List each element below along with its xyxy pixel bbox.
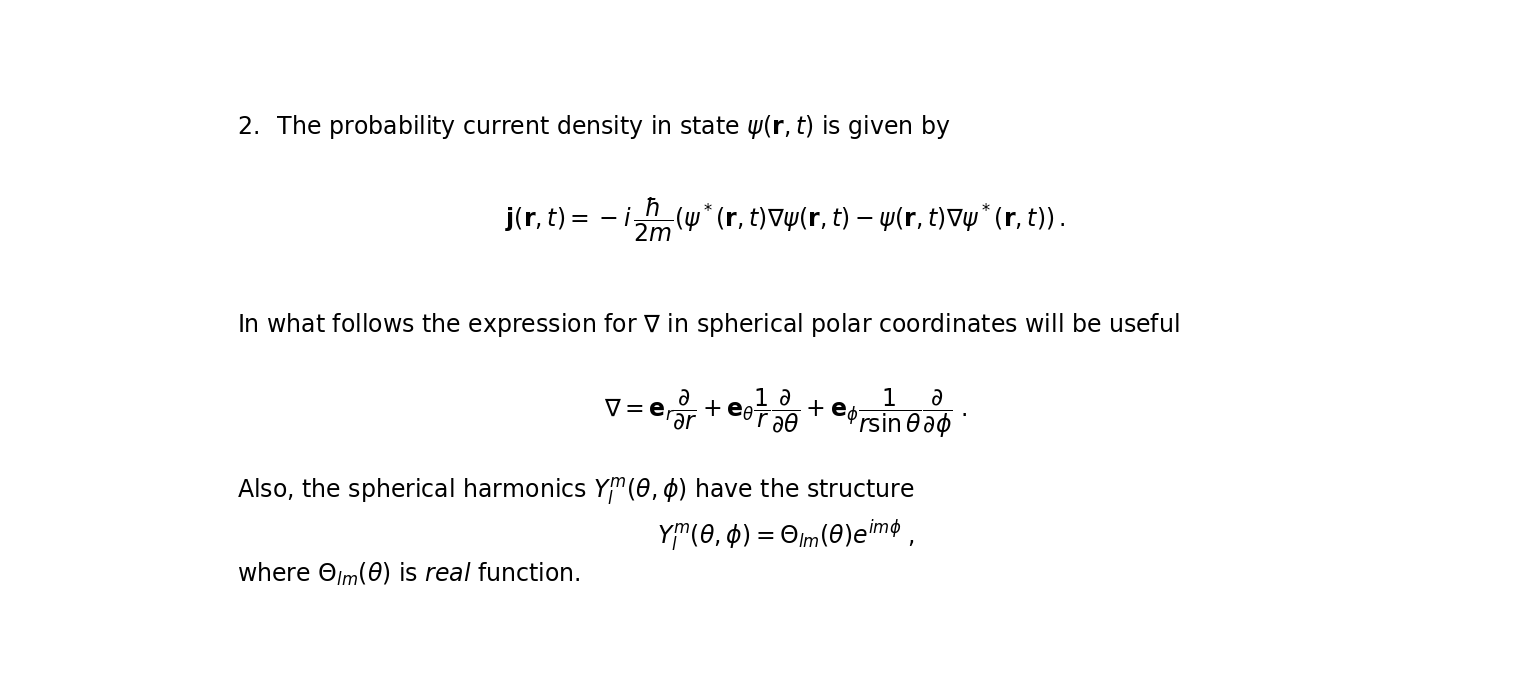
Text: $Y_l^m(\theta, \phi) = \Theta_{lm}(\theta)e^{im\phi}\;,$: $Y_l^m(\theta, \phi) = \Theta_{lm}(\thet… <box>657 519 913 554</box>
Text: where $\Theta_{lm}(\theta)$ is $\it{real}$ function.: where $\Theta_{lm}(\theta)$ is $\it{real… <box>236 561 581 588</box>
Text: $2.\;\;$The probability current density in state $\psi(\mathbf{r}, t)$ is given : $2.\;\;$The probability current density … <box>236 113 950 141</box>
Text: In what follows the expression for $\nabla$ in spherical polar coordinates will : In what follows the expression for $\nab… <box>236 311 1180 339</box>
Text: $\nabla = \mathbf{e}_r\dfrac{\partial}{\partial r} + \mathbf{e}_\theta\dfrac{1}{: $\nabla = \mathbf{e}_r\dfrac{\partial}{\… <box>604 386 967 440</box>
Text: Also, the spherical harmonics $Y_l^m(\theta, \phi)$ have the structure: Also, the spherical harmonics $Y_l^m(\th… <box>236 476 915 507</box>
Text: $\mathbf{j}(\mathbf{r}, t) = -i\,\dfrac{\hbar}{2m}(\psi^*(\mathbf{r}, t)\nabla\p: $\mathbf{j}(\mathbf{r}, t) = -i\,\dfrac{… <box>506 196 1065 244</box>
